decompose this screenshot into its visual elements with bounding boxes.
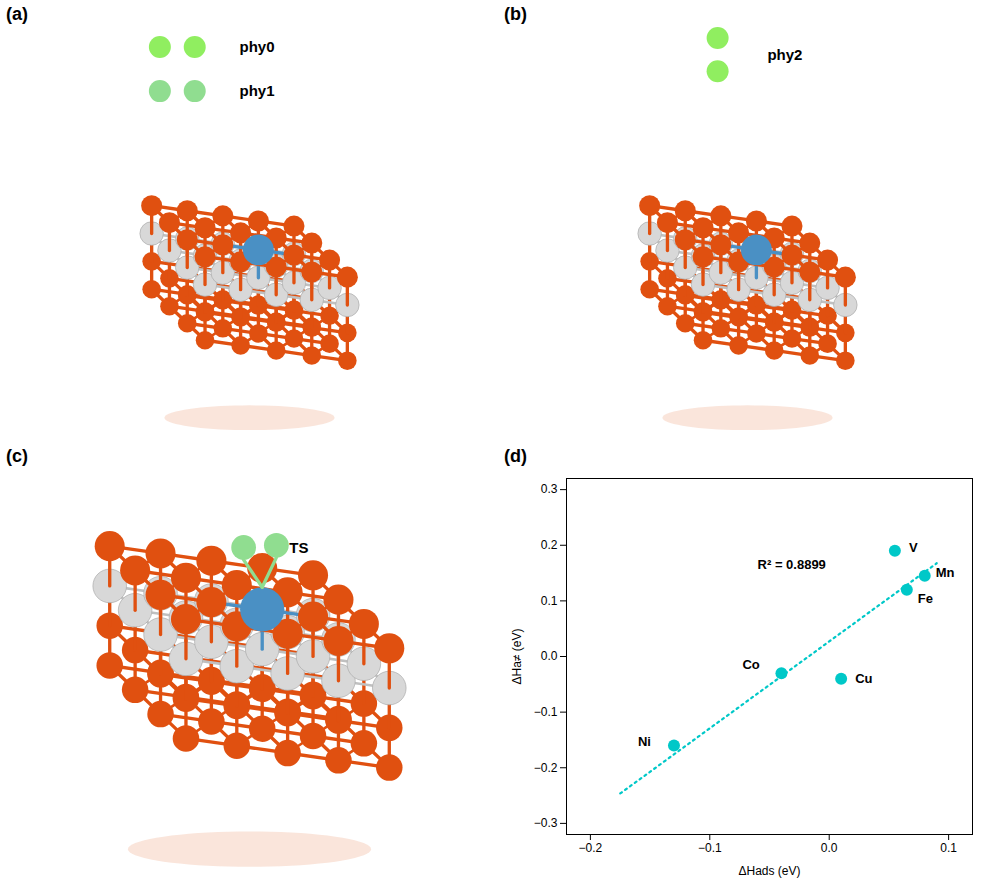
html-text:(b): (b) xyxy=(504,4,527,24)
svg-text:phy1: phy1 xyxy=(240,82,275,99)
svg-text:−0.3: −0.3 xyxy=(534,816,558,830)
svg-text:phy2: phy2 xyxy=(767,46,802,63)
svg-text:−0.1: −0.1 xyxy=(534,705,558,719)
svg-text:ΔHa≠ (eV): ΔHa≠ (eV) xyxy=(510,629,524,685)
svg-text:Co: Co xyxy=(742,657,759,672)
html-text:(c): (c) xyxy=(6,446,28,466)
svg-text:ΔHads (eV): ΔHads (eV) xyxy=(738,864,800,878)
html-text:(d): (d) xyxy=(504,446,527,466)
svg-text:Mn: Mn xyxy=(936,565,955,580)
svg-text:−0.1: −0.1 xyxy=(698,841,722,855)
svg-text:0.1: 0.1 xyxy=(940,841,957,855)
svg-text:0.1: 0.1 xyxy=(541,594,558,608)
svg-text:−0.2: −0.2 xyxy=(579,841,603,855)
svg-text:0.0: 0.0 xyxy=(541,649,558,663)
svg-text:phy0: phy0 xyxy=(240,38,275,55)
html-text:(a): (a) xyxy=(6,4,28,24)
svg-text:−0.2: −0.2 xyxy=(534,761,558,775)
svg-text:Cu: Cu xyxy=(855,671,872,686)
svg-text:TS: TS xyxy=(289,539,308,556)
svg-text:0.0: 0.0 xyxy=(821,841,838,855)
svg-text:R² = 0.8899: R² = 0.8899 xyxy=(758,557,826,572)
svg-text:Ni: Ni xyxy=(638,734,651,749)
svg-text:V: V xyxy=(909,540,918,555)
svg-text:Fe: Fe xyxy=(918,591,933,606)
svg-text:0.3: 0.3 xyxy=(541,482,558,496)
svg-text:0.2: 0.2 xyxy=(541,538,558,552)
